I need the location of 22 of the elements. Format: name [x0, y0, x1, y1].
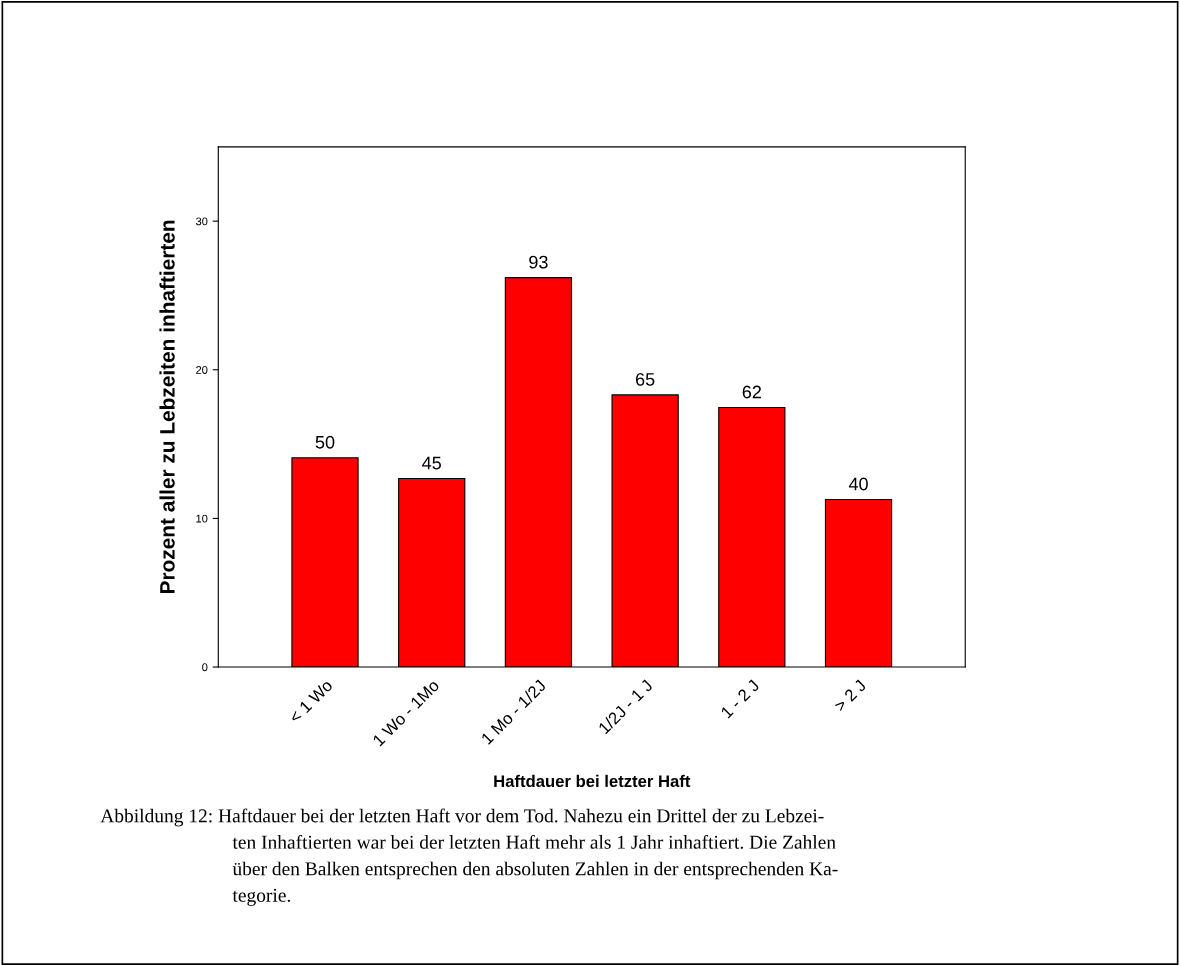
annotation: 45 — [422, 456, 441, 470]
x-axis-title: Haftdauer bei letzter Haft — [494, 774, 691, 788]
x-tick-label: 1 Mo - 1/2J — [480, 679, 547, 745]
y-tick-label: 10 — [196, 514, 208, 523]
annotation: 40 — [848, 477, 868, 491]
y-axis-title: Prozent aller zu Lebzeiten inhaftierten — [159, 220, 175, 594]
y-tick-label: 0 — [202, 663, 208, 672]
x-tick-label: 1 - 2 J — [720, 679, 760, 719]
y-tick-label: 20 — [196, 366, 208, 374]
text: Abbildung 12: Haftdauer bei der letzten Haft vor dem Tod. Nahezu ein Drittel der zu Lebzei- — [100, 808, 824, 827]
x-tick-label: > 2 J — [833, 679, 867, 713]
text: tegorie. — [232, 888, 291, 906]
y-tick-label: 30 — [195, 217, 208, 226]
annotation: 65 — [636, 372, 655, 386]
text: über den Balken entsprechen den absoluten Zahlen in der entsprechenden Ka- — [232, 861, 838, 880]
text: ten Inhaftierten war bei der letzten Haft mehr als 1 Jahr inhaftiert. Die Zahlen — [232, 834, 836, 849]
annotation: 62 — [742, 385, 761, 399]
annotation: 93 — [529, 255, 548, 269]
x-tick-label: 1 Wo - 1Mo — [372, 679, 440, 747]
x-tick-label: < 1 Wo — [288, 679, 334, 724]
annotation: 50 — [315, 435, 335, 449]
x-tick-label: 1/2J - 1 J — [597, 679, 653, 735]
